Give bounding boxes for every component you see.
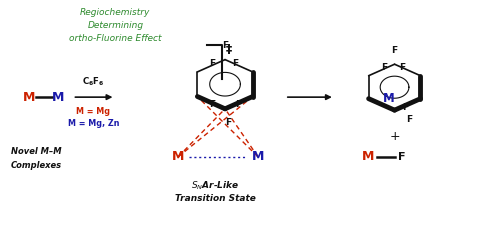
Text: F: F [225, 118, 231, 127]
Text: Complexes: Complexes [11, 161, 62, 170]
Text: $\mathbf{C_6F_6}$: $\mathbf{C_6F_6}$ [82, 76, 105, 88]
Text: ‡: ‡ [225, 43, 231, 56]
Text: F: F [407, 115, 413, 124]
Text: F: F [402, 103, 408, 112]
Text: Transition State: Transition State [175, 194, 255, 203]
Text: M = Mg: M = Mg [76, 107, 110, 116]
Text: M: M [172, 150, 184, 163]
Text: F: F [392, 46, 397, 55]
Text: F: F [232, 60, 238, 68]
Text: F: F [399, 63, 406, 72]
Text: +: + [389, 130, 400, 144]
Text: M: M [23, 91, 35, 104]
Text: F: F [222, 41, 228, 50]
Text: M: M [383, 92, 395, 105]
Text: ortho-Fluorine Effect: ortho-Fluorine Effect [69, 33, 162, 43]
Text: Determining: Determining [87, 21, 144, 30]
Text: Novel M–M: Novel M–M [11, 147, 61, 156]
Text: F: F [235, 100, 241, 109]
Text: M: M [52, 91, 65, 104]
Text: Regiochemistry: Regiochemistry [80, 8, 151, 17]
Text: $S_N$Ar-Like: $S_N$Ar-Like [191, 180, 239, 192]
Text: M = Mg, Zn: M = Mg, Zn [68, 119, 119, 128]
Text: M: M [361, 150, 374, 163]
Text: M: M [252, 150, 264, 163]
Text: F: F [209, 100, 216, 109]
Text: F: F [398, 152, 405, 162]
Text: F: F [209, 60, 216, 68]
Text: F: F [382, 63, 388, 72]
